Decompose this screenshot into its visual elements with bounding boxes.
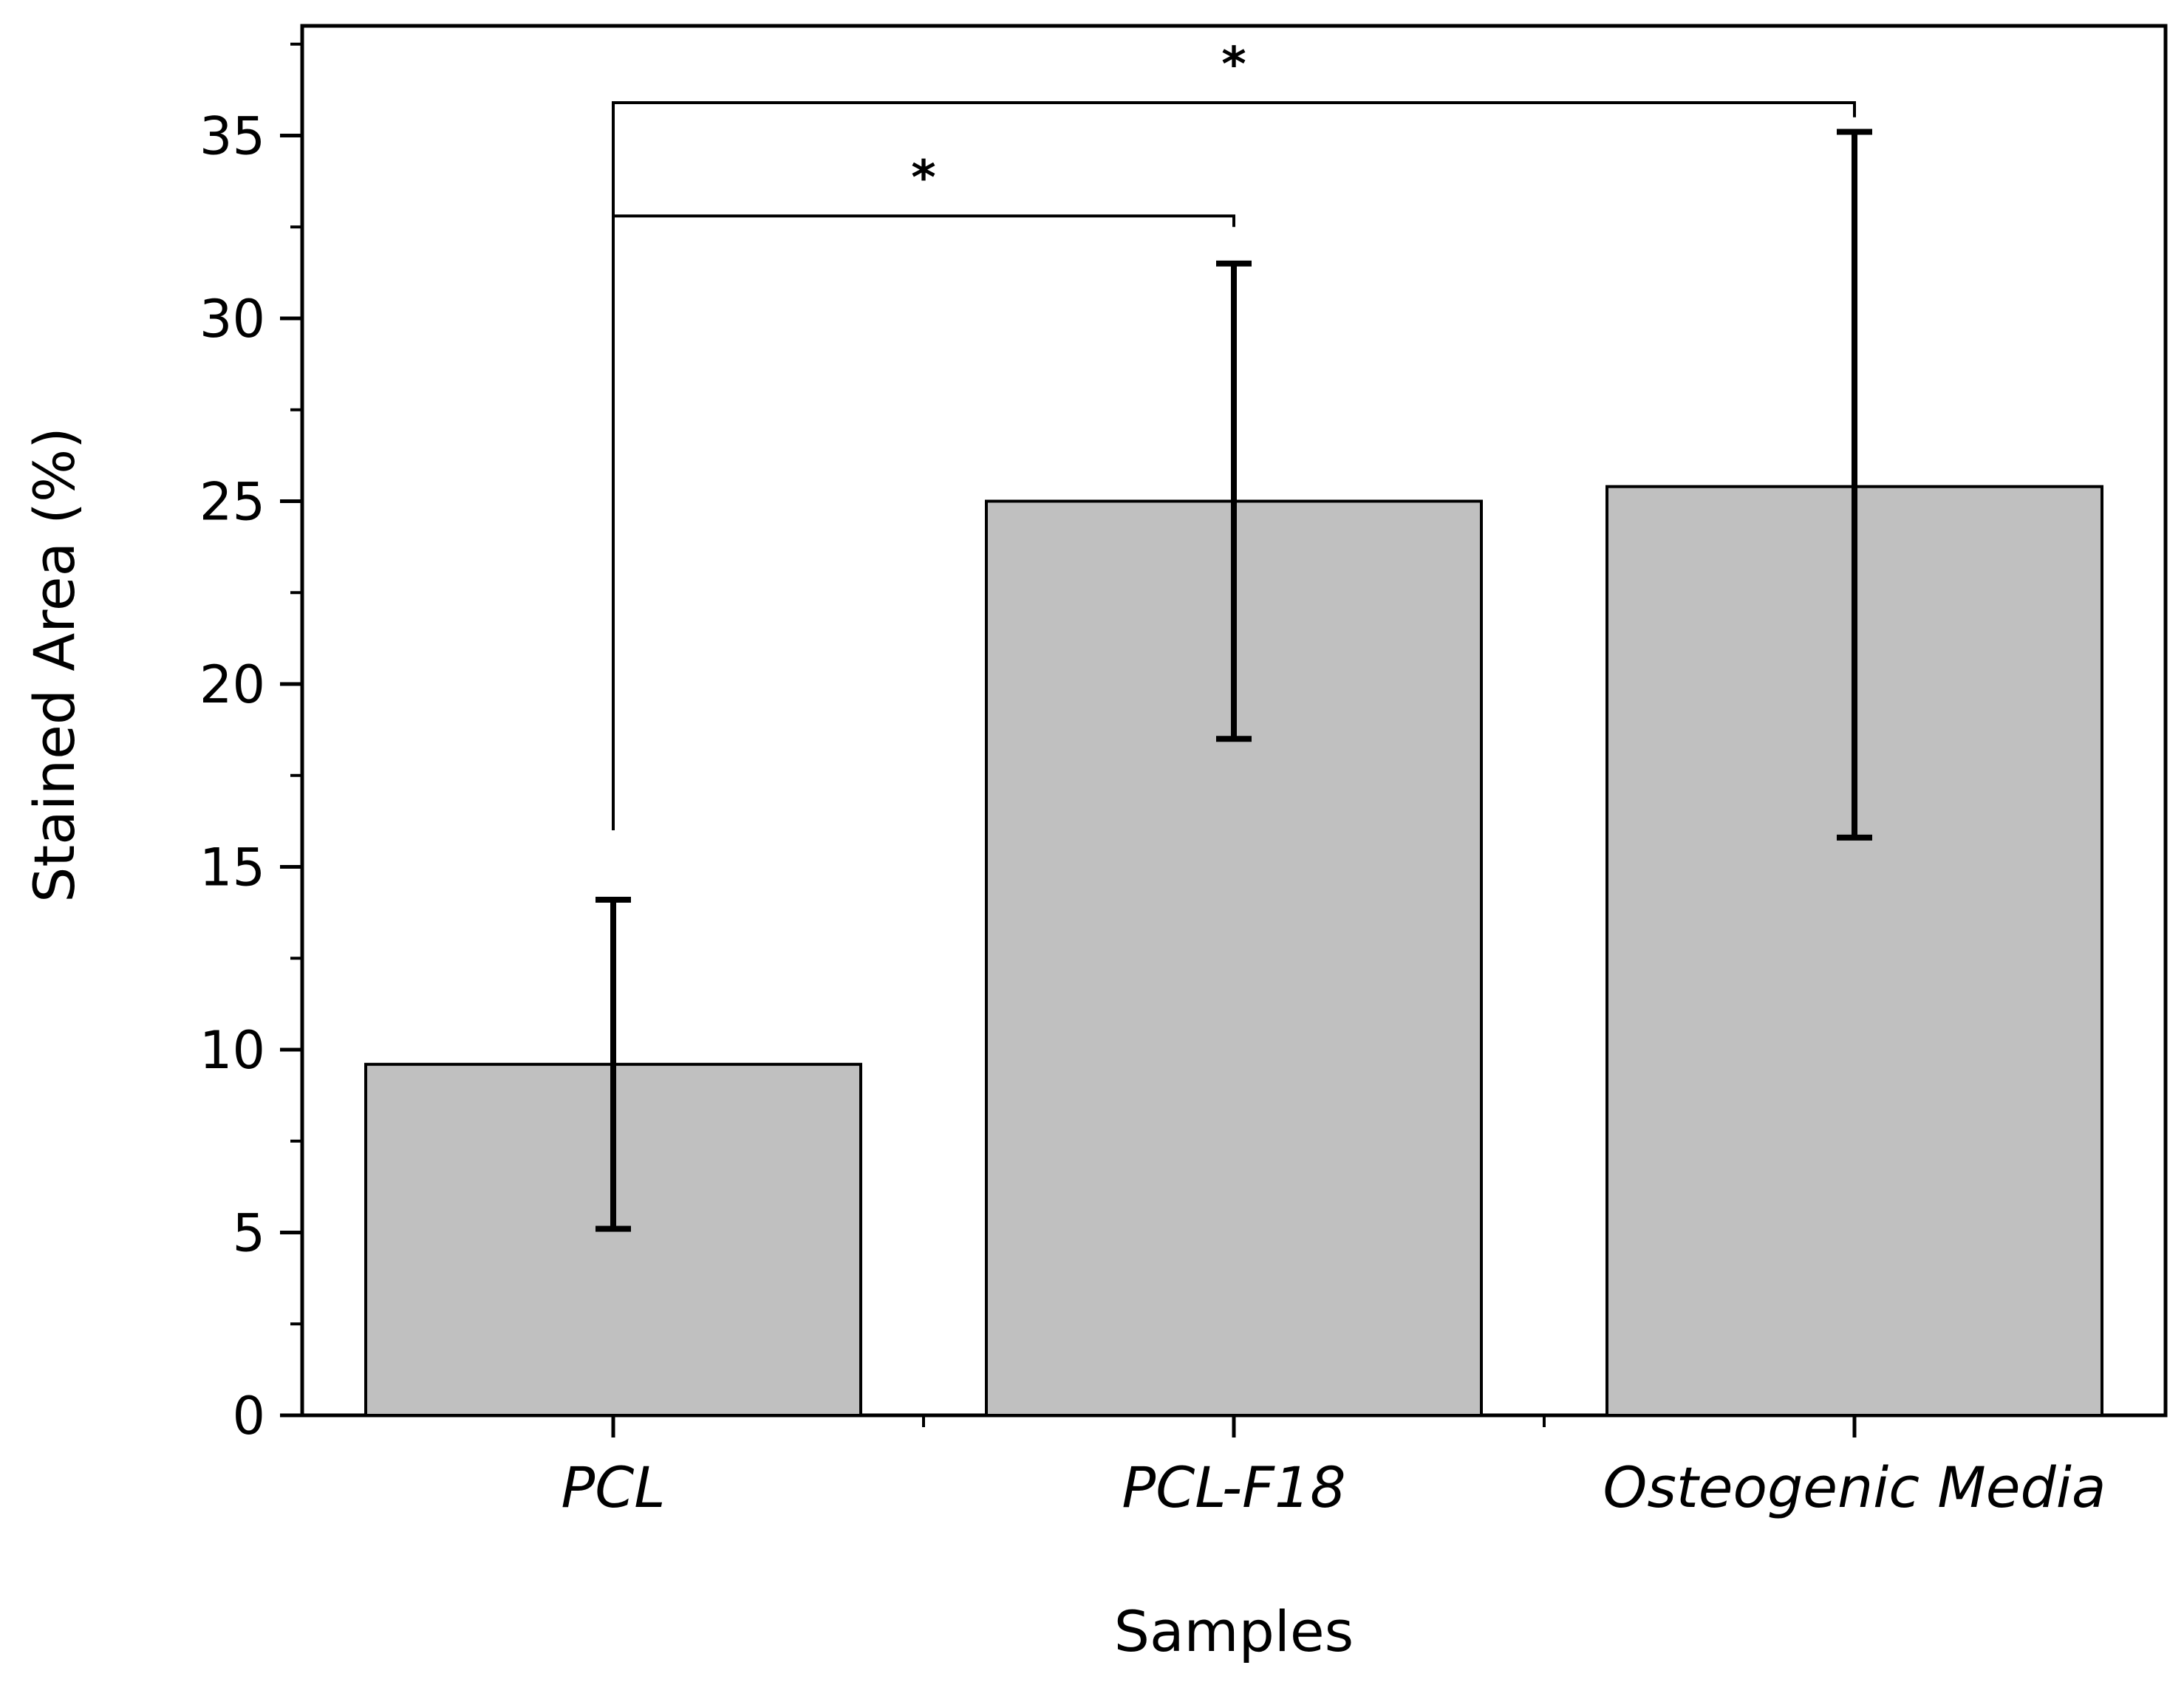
y-tick-label: 30 (199, 289, 265, 349)
x-tick-label: PCL (561, 1454, 665, 1520)
y-axis-title: Stained Area (%) (21, 427, 87, 903)
x-axis-title: Samples (1114, 1599, 1354, 1664)
y-tick-label: 5 (232, 1203, 265, 1264)
chart-marks: 0 5 10 15 20 25 30 35 PCL PCL-F18 Osteogenic Media… (199, 38, 2106, 1520)
significance-bracket (612, 214, 1235, 483)
significance-bracket (612, 100, 1856, 830)
significance-label: * (911, 151, 935, 205)
x-tick-label: PCL-F18 (1122, 1454, 1345, 1520)
y-tick-label: 10 (199, 1020, 265, 1081)
y-tick-label: 20 (199, 654, 265, 715)
y-tick-label: 0 (232, 1386, 265, 1446)
y-tick-label: 35 (199, 106, 265, 167)
significance-label: * (1221, 38, 1246, 92)
y-tick-label: 25 (199, 472, 265, 533)
y-tick-label: 15 (199, 838, 265, 898)
x-tick-label: Osteogenic Media (1603, 1454, 2106, 1520)
